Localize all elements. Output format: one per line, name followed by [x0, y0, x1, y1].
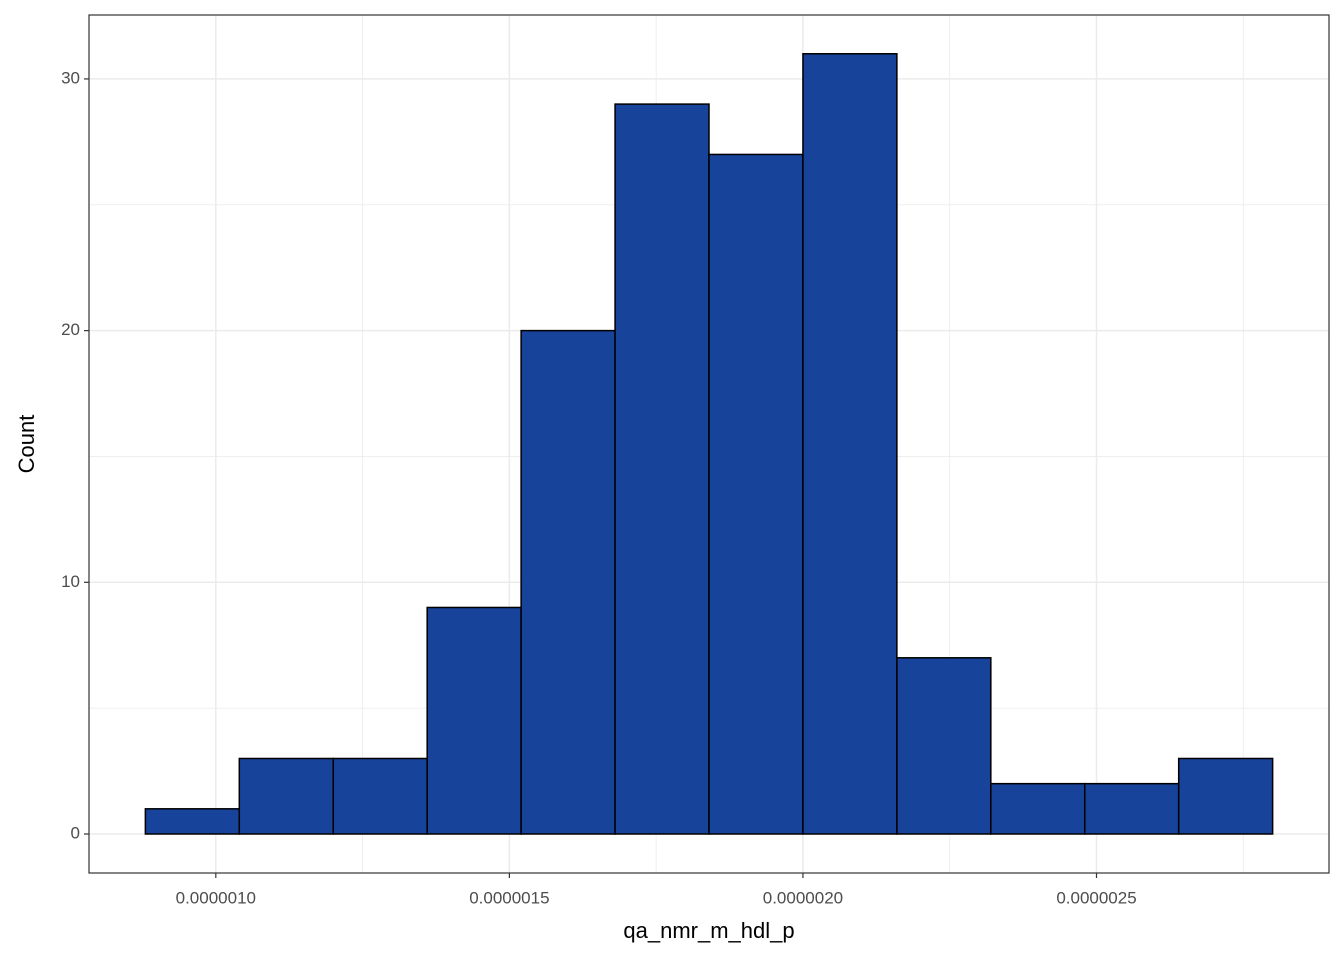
x-axis-title: qa_nmr_m_hdl_p — [623, 918, 794, 943]
bar — [614, 103, 710, 835]
x-tick-label: 0.0000025 — [1056, 888, 1136, 907]
y-tick-label: 0 — [71, 823, 80, 842]
bar — [1177, 757, 1274, 835]
panel-border — [88, 14, 1330, 874]
bar — [896, 657, 992, 835]
bar — [1084, 782, 1180, 835]
y-tick-label: 10 — [61, 572, 80, 591]
bar — [238, 757, 334, 835]
bar — [332, 757, 428, 835]
bar — [708, 153, 804, 835]
bar — [990, 782, 1086, 835]
y-axis-title: Count — [14, 415, 39, 474]
bar — [520, 329, 616, 835]
x-tick-label: 0.0000015 — [469, 888, 549, 907]
bar — [802, 53, 898, 835]
bar — [426, 606, 522, 835]
y-tick-label: 30 — [61, 68, 80, 87]
y-tick-label: 20 — [61, 320, 80, 339]
x-tick-label: 0.0000010 — [176, 888, 256, 907]
bar — [144, 808, 241, 835]
x-tick-label: 0.0000020 — [763, 888, 843, 907]
